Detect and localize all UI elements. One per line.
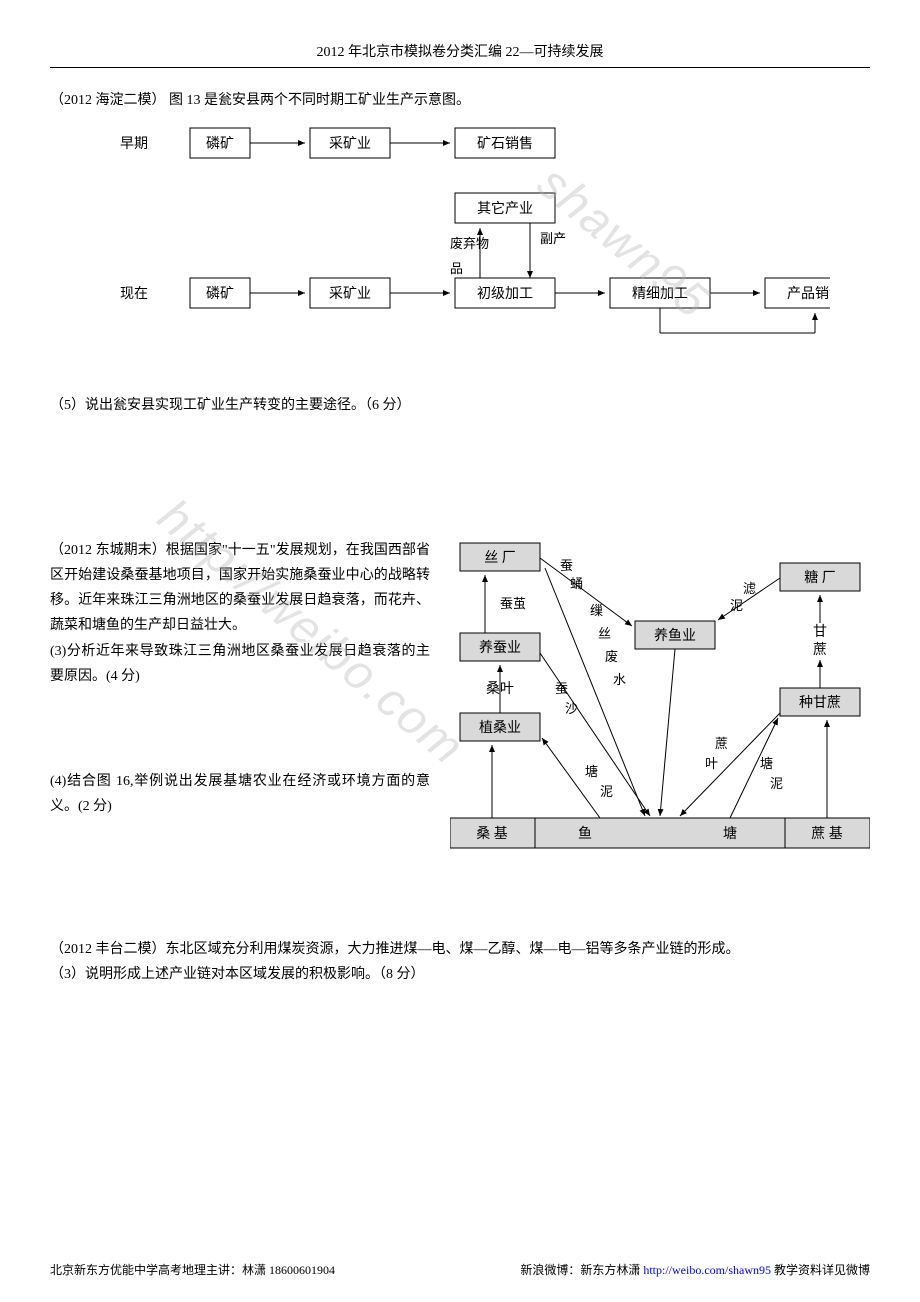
box-now-5: 产品销售 — [787, 286, 830, 302]
box-now-2: 采矿业 — [329, 286, 371, 302]
edge-pupa-2: 蛹 — [570, 576, 583, 591]
footer-link[interactable]: http://weibo.com/shawn95 — [643, 1263, 771, 1277]
edge-dregs-2: 泥 — [730, 598, 743, 613]
byproduct-label-1: 副产 — [540, 231, 566, 246]
node-mulberry: 植桑业 — [479, 720, 521, 736]
q1-question: （5）说出瓮安县实现工矿业生产转变的主要途径。（6 分） — [50, 393, 870, 418]
page-header: 2012 年北京市模拟卷分类汇编 22—可持续发展 — [50, 40, 870, 68]
page-footer: 北京新东方优能中学高考地理主讲：林潇 18600601904 新浪微博：新东方林… — [50, 1260, 870, 1282]
byproduct-label-2: 品 — [450, 261, 463, 276]
node-sugarcane-seed-l1: 甘 — [813, 624, 827, 640]
figure-13-diagram: 早期 磷矿 采矿业 矿石销售 其它产业 废弃物 副产 品 现在 磷矿 采矿业 初… — [50, 123, 870, 362]
edge-sand-2: 沙 — [565, 701, 578, 716]
edge-mud-1a: 塘 — [585, 764, 598, 779]
node-silk-factory: 丝 厂 — [484, 550, 516, 566]
box-now-3: 初级加工 — [477, 285, 533, 302]
footer-right: 新浪微博：新东方林潇 http://weibo.com/shawn95 教学资料… — [520, 1260, 870, 1282]
footer-left: 北京新东方优能中学高考地理主讲：林潇 18600601904 — [50, 1260, 335, 1282]
box-now-4: 精细加工 — [632, 286, 688, 302]
q3-question: （3）说明形成上述产业链对本区域发展的积极影响。（8 分） — [50, 962, 870, 987]
footer-right-pre: 新浪微博：新东方林潇 — [520, 1263, 643, 1277]
q2-text-column: （2012 东城期末）根据国家"十一五"发展规划，在我国西部省区开始建设桑蚕基地… — [50, 538, 450, 820]
waste-label: 废弃物 — [450, 236, 489, 251]
edge-reel-3: 废 — [605, 649, 618, 664]
node-grow-sugarcane: 种甘蔗 — [799, 695, 841, 711]
diagram-svg: 早期 磷矿 采矿业 矿石销售 其它产业 废弃物 副产 品 现在 磷矿 采矿业 初… — [50, 123, 830, 353]
q2-section: （2012 东城期末）根据国家"十一五"发展规划，在我国西部省区开始建设桑蚕基地… — [50, 538, 870, 877]
edge-mud2-b: 泥 — [770, 776, 783, 791]
box-early-3: 矿石销售 — [477, 136, 533, 152]
edge-pupa-1: 蚕 — [560, 558, 573, 573]
box-now-1: 磷矿 — [206, 286, 234, 302]
node-mulberry-base: 桑 基 — [476, 825, 508, 842]
node-cane-base: 蔗 基 — [811, 825, 843, 842]
edge-mud-1b: 泥 — [600, 784, 613, 799]
edge-sand-1: 蚕 — [555, 681, 568, 696]
q2-sub4: (4)结合图 16,举例说出发展基塘农业在经济或环境方面的意义。(2 分) — [50, 769, 430, 819]
edge-cocoon: 蚕茧 — [500, 596, 526, 611]
edge-caneleaf-2: 叶 — [705, 756, 718, 771]
node-fish-label: 鱼 — [578, 825, 592, 842]
box-early-2: 采矿业 — [329, 136, 371, 152]
node-sugarcane-seed-l2: 蔗 — [813, 642, 827, 658]
node-fish: 养鱼业 — [654, 627, 696, 644]
q2-paragraph: （2012 东城期末）根据国家"十一五"发展规划，在我国西部省区开始建设桑蚕基地… — [50, 538, 430, 639]
footer-right-post: 教学资料详见微博 — [771, 1263, 870, 1277]
node-sugar-factory: 糖 厂 — [804, 570, 836, 586]
early-label: 早期 — [120, 136, 148, 152]
box-other-industry: 其它产业 — [477, 200, 533, 217]
edge-dregs-1: 滤 — [743, 581, 756, 596]
node-pond-label: 塘 — [723, 826, 737, 842]
edge-reel-4: 水 — [613, 672, 626, 687]
now-label: 现在 — [120, 286, 148, 302]
edge-reel-1: 缫 — [590, 603, 603, 618]
box-early-1: 磷矿 — [206, 136, 234, 152]
edge-mud2-a: 塘 — [760, 756, 773, 771]
edge-caneleaf-1: 蔗 — [715, 736, 728, 751]
q1-intro: （2012 海淀二模） 图 13 是瓮安县两个不同时期工矿业生产示意图。 — [50, 88, 870, 113]
figure-16-diagram: 丝 厂 糖 厂 养蚕业 养鱼业 甘 蔗 桑叶 植桑业 种甘蔗 桑 基 鱼 塘 — [450, 538, 870, 877]
node-silkworm: 养蚕业 — [479, 640, 521, 656]
q2-sub3: (3)分析近年来导致珠江三角洲地区桑蚕业发展日趋衰落的主要原因。(4 分) — [50, 639, 430, 689]
edge-reel-2: 丝 — [598, 626, 611, 641]
q3-intro: （2012 丰台二模）东北区域充分利用煤炭资源，大力推进煤—电、煤—乙醇、煤—电… — [50, 937, 870, 962]
